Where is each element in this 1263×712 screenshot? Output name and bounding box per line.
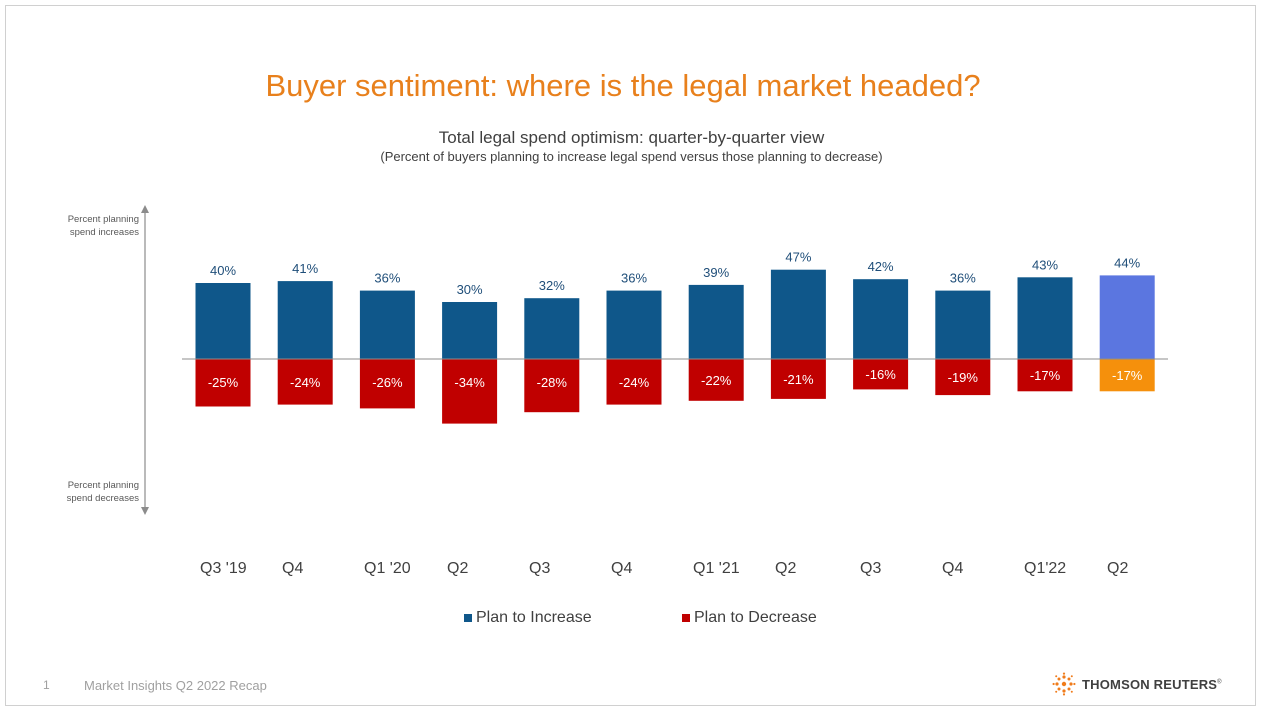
decrease-bar <box>1017 359 1073 392</box>
x-tick-label: Q1 '21 <box>693 560 740 577</box>
decrease-bar <box>277 359 333 405</box>
x-tick-label: Q3 '19 <box>200 560 247 577</box>
increase-bar <box>1017 277 1073 359</box>
registered-mark: ® <box>1217 679 1222 686</box>
legend-decrease: Plan to Decrease <box>682 609 817 627</box>
decrease-data-label: -17% <box>1030 368 1061 383</box>
decrease-bar <box>770 359 826 399</box>
increase-data-label: 39% <box>703 265 729 280</box>
increase-data-label: 43% <box>1032 257 1058 272</box>
logo-wordmark: THOMSON REUTERS <box>1082 676 1218 692</box>
increase-data-label: 36% <box>374 271 400 286</box>
decrease-data-label: -16% <box>865 367 896 382</box>
thomson-reuters-logo: THOMSON REUTERS® <box>1052 672 1222 696</box>
page-number: 1 <box>43 678 50 692</box>
vertical-axis-arrow <box>141 205 149 515</box>
x-tick-label: Q1'22 <box>1024 560 1066 577</box>
decrease-bar <box>524 359 580 413</box>
decrease-data-label: -24% <box>619 375 650 390</box>
chart-title: Total legal spend optimism: quarter-by-q… <box>438 128 825 147</box>
axis-bottom-label-line-2: spend decreases <box>66 493 139 504</box>
decrease-data-label: -24% <box>290 375 321 390</box>
decrease-bar <box>359 359 415 409</box>
increase-data-label: 47% <box>785 250 811 265</box>
increase-bar <box>606 290 662 359</box>
decrease-bar <box>1099 359 1155 392</box>
increase-bar <box>1099 275 1155 359</box>
decrease-data-label: -25% <box>208 375 239 390</box>
legend-increase-label: Plan to Increase <box>476 609 592 626</box>
increase-data-label: 40% <box>210 263 236 278</box>
increase-data-label: 30% <box>457 282 483 297</box>
decrease-bar <box>442 359 498 424</box>
x-tick-label: Q3 <box>860 560 881 577</box>
increase-data-label: 42% <box>868 259 894 274</box>
x-tick-label: Q3 <box>529 560 550 577</box>
slide-frame <box>5 5 1256 706</box>
slide-title: Buyer sentiment: where is the legal mark… <box>265 68 981 103</box>
legend-decrease-swatch <box>682 614 690 622</box>
x-tick-label: Q4 <box>942 560 963 577</box>
increase-bar <box>277 281 333 359</box>
x-tick-label: Q1 '20 <box>364 560 411 577</box>
logo-text: THOMSON REUTERS® <box>1082 677 1222 692</box>
increase-bar <box>359 290 415 359</box>
increase-bar <box>853 279 909 359</box>
x-tick-label: Q2 <box>1107 560 1128 577</box>
increase-bar <box>195 283 251 359</box>
increase-bar <box>524 298 580 359</box>
decrease-bar <box>688 359 744 401</box>
axis-top-label-line-2: spend increases <box>69 227 139 238</box>
decrease-bar <box>935 359 991 396</box>
legend-increase: Plan to Increase <box>464 609 592 627</box>
increase-data-label: 41% <box>292 261 318 276</box>
axis-top-label-line-1: Percent planning <box>67 214 139 225</box>
decrease-data-label: -17% <box>1112 368 1143 383</box>
x-tick-label: Q4 <box>611 560 632 577</box>
logo-mark-icon <box>1052 672 1076 696</box>
x-tick-label: Q4 <box>282 560 303 577</box>
decrease-data-label: -21% <box>783 372 814 387</box>
legend-decrease-label: Plan to Decrease <box>694 609 817 626</box>
chart-subtitle: (Percent of buyers planning to increase … <box>380 149 883 164</box>
increase-bar <box>688 284 744 359</box>
legend-increase-swatch <box>464 614 472 622</box>
increase-bar <box>770 269 826 359</box>
decrease-bar <box>195 359 251 407</box>
x-tick-label: Q2 <box>775 560 796 577</box>
increase-data-label: 36% <box>621 271 647 286</box>
axis-bottom-label: Percent planning spend decreases <box>29 479 139 505</box>
decrease-data-label: -19% <box>948 370 979 385</box>
increase-data-label: 36% <box>950 271 976 286</box>
decrease-bar <box>606 359 662 405</box>
increase-bar <box>935 290 991 359</box>
increase-data-label: 44% <box>1114 255 1140 270</box>
increase-bar <box>442 302 498 359</box>
axis-bottom-label-line-1: Percent planning <box>67 480 139 491</box>
decrease-data-label: -28% <box>537 375 568 390</box>
increase-data-label: 32% <box>539 278 565 293</box>
axis-top-label: Percent planning spend increases <box>29 213 139 239</box>
x-tick-label: Q2 <box>447 560 468 577</box>
footer-text: Market Insights Q2 2022 Recap <box>84 678 267 693</box>
decrease-data-label: -26% <box>372 375 403 390</box>
decrease-bar <box>853 359 909 390</box>
decrease-data-label: -22% <box>701 373 732 388</box>
decrease-data-label: -34% <box>454 375 485 390</box>
